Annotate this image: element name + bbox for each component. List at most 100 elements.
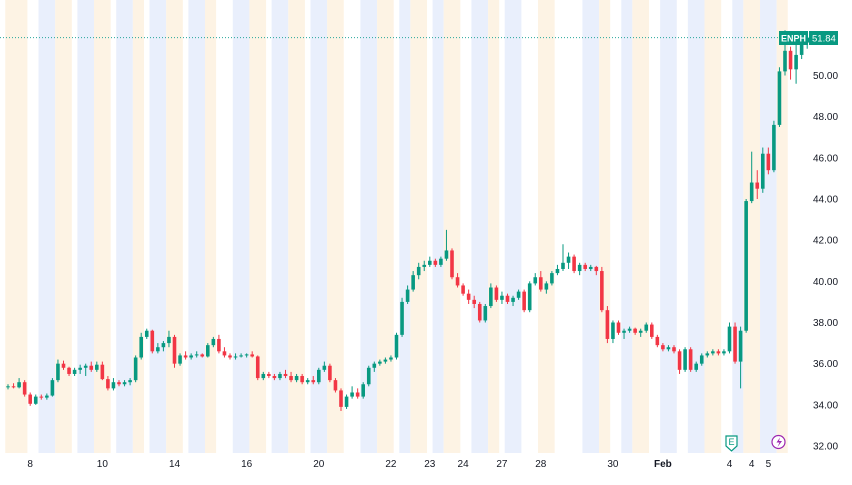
candle-body xyxy=(239,355,243,357)
candle-body xyxy=(222,351,227,356)
x-tick-label: 14 xyxy=(169,459,181,470)
session-band xyxy=(488,0,500,453)
candle-body xyxy=(267,373,271,377)
session-band xyxy=(432,0,444,453)
candle-body xyxy=(22,382,27,395)
x-tick-label: 24 xyxy=(458,459,470,470)
candle-body xyxy=(122,382,127,385)
candle-body xyxy=(350,392,354,397)
candle-body xyxy=(772,124,776,171)
candle-body xyxy=(711,351,715,354)
candle-body xyxy=(322,365,327,370)
candle-body xyxy=(516,291,521,298)
candle-body xyxy=(594,266,599,272)
candle-body xyxy=(433,260,438,265)
candle-body xyxy=(555,268,560,274)
candle-body xyxy=(133,357,138,381)
candle-body xyxy=(477,303,482,321)
candle-body xyxy=(117,382,121,385)
session-band xyxy=(599,0,611,453)
candle-body xyxy=(78,367,82,370)
candle-body xyxy=(289,376,293,381)
earnings-e-icon[interactable]: E xyxy=(725,435,738,452)
candle-body xyxy=(39,396,44,398)
session-band xyxy=(410,0,428,453)
candle-body xyxy=(183,355,188,358)
candle-body xyxy=(167,336,171,344)
candle-body xyxy=(11,386,16,388)
candle-body xyxy=(544,283,549,290)
session-band xyxy=(360,0,378,453)
candle-body xyxy=(644,324,649,331)
y-tick-label: 40.00 xyxy=(813,277,838,288)
candle-body xyxy=(588,266,593,269)
candle-body xyxy=(194,354,199,356)
y-tick-label: 34.00 xyxy=(813,400,838,411)
candle-body xyxy=(650,324,654,337)
candle-body xyxy=(128,380,132,383)
candle-body xyxy=(483,306,488,321)
session-band xyxy=(399,0,411,453)
x-tick-label: 4 xyxy=(727,459,733,470)
candle-body xyxy=(683,349,687,370)
session-band xyxy=(377,0,394,453)
candle-body xyxy=(461,285,465,294)
symbol-price-badge: ENPH 51.84 xyxy=(779,31,838,45)
candle-body xyxy=(17,382,21,388)
x-tick-label: 30 xyxy=(607,459,619,470)
candle-body xyxy=(250,354,254,357)
session-band xyxy=(760,0,777,453)
candle-body xyxy=(228,355,232,358)
candle-body xyxy=(755,182,760,189)
candle-body xyxy=(28,394,32,404)
session-band xyxy=(582,0,600,453)
candle-body xyxy=(766,153,771,171)
candle-body xyxy=(422,264,427,267)
price-axis[interactable]: 32.00 34.00 36.00 38.00 40.00 42.00 44.00 46.00… xyxy=(813,71,838,453)
candle-body xyxy=(722,351,726,354)
candle-body xyxy=(106,379,110,389)
candle-body xyxy=(500,295,504,300)
candle-body xyxy=(550,273,554,284)
candle-body xyxy=(211,338,216,346)
candle-body xyxy=(144,330,149,337)
candle-body xyxy=(405,289,410,302)
candle-body xyxy=(733,326,737,362)
candle-body xyxy=(577,264,582,272)
session-band xyxy=(621,0,633,453)
candle-body xyxy=(561,262,565,269)
time-axis[interactable]: 8 10 14 16 20 22 23 24 27 28 30 Feb 4 4 5 xyxy=(27,459,771,470)
candle-body xyxy=(139,336,143,358)
candle-body xyxy=(633,328,637,333)
candle-body xyxy=(489,287,493,307)
candle-body xyxy=(611,322,615,339)
candle-body xyxy=(583,264,587,269)
candle-body xyxy=(672,347,676,352)
session-band xyxy=(776,0,788,453)
candle-body xyxy=(278,373,282,379)
candle-body xyxy=(56,363,60,381)
candle-body xyxy=(156,347,160,352)
session-band xyxy=(271,0,289,453)
candle-body xyxy=(189,355,193,358)
session-band xyxy=(288,0,305,453)
y-tick-label: 38.00 xyxy=(813,318,838,329)
dividend-lightning-icon[interactable] xyxy=(771,434,786,450)
y-tick-label: 50.00 xyxy=(813,71,838,82)
candle-body xyxy=(233,356,238,358)
candle-body xyxy=(794,54,798,70)
session-band xyxy=(538,0,555,453)
x-tick-label: 10 xyxy=(97,459,109,470)
session-band xyxy=(149,0,167,453)
candle-body xyxy=(455,277,460,286)
candle-body xyxy=(699,355,704,364)
session-band xyxy=(77,0,95,453)
candle-body xyxy=(344,396,349,407)
y-tick-label: 48.00 xyxy=(813,112,838,123)
candle-body xyxy=(272,376,277,379)
candle-body xyxy=(738,330,743,362)
candle-body xyxy=(383,359,388,362)
x-tick-label: 8 xyxy=(27,459,33,470)
candle-body xyxy=(622,330,626,333)
